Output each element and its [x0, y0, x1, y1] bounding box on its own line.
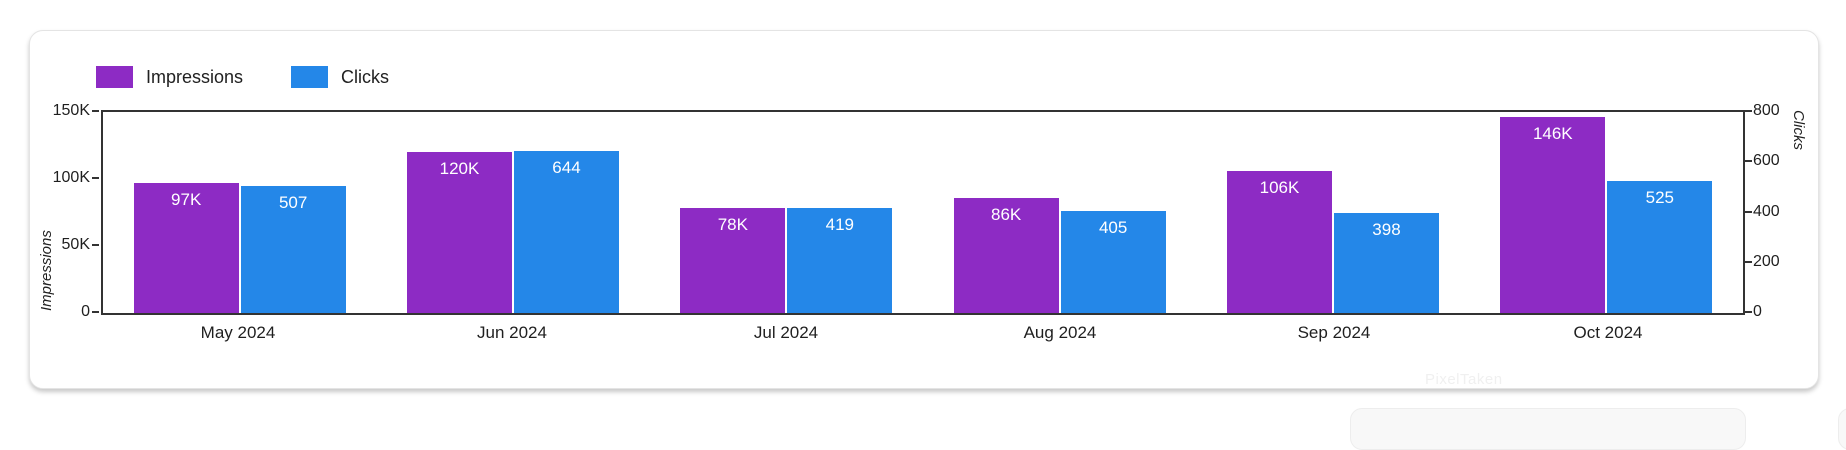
clicks-bar[interactable]: 525 — [1607, 181, 1713, 313]
next-row-card-partial — [1838, 408, 1846, 450]
bar-group: 106K 398 — [1196, 112, 1469, 313]
tick-mark — [92, 177, 99, 179]
bar-group: 120K 644 — [376, 112, 649, 313]
tick-label: 100K — [52, 169, 90, 186]
tick-label: 0 — [81, 303, 90, 320]
x-axis-label: May 2024 — [200, 323, 276, 342]
left-axis-tick-labels: 150K 100K 50K 0 — [30, 103, 90, 320]
bar-value-label: 78K — [717, 215, 748, 234]
tick-label: 200 — [1753, 252, 1780, 270]
impressions-bar[interactable]: 97K — [133, 183, 239, 313]
tick-mark — [92, 244, 99, 246]
bar-value-label: 644 — [552, 158, 581, 177]
tick-mark — [1745, 110, 1752, 112]
tick-label: 0 — [1753, 303, 1762, 320]
bar-groups: 97K 507 120K 644 78K 419 86K 405 106K 398 146K 525 — [103, 112, 1743, 313]
bar-value-label: 398 — [1372, 220, 1401, 239]
legend-item-impressions[interactable]: Impressions — [96, 66, 243, 88]
bar-value-label: 405 — [1098, 218, 1128, 237]
next-row-card-partial — [1350, 408, 1746, 450]
impressions-bar[interactable]: 146K — [1500, 117, 1606, 313]
bar-value-label: 525 — [1645, 188, 1674, 207]
bar-group: 78K 419 — [650, 112, 923, 313]
bar-group: 86K 405 — [923, 112, 1196, 313]
impressions-bar[interactable]: 120K — [406, 152, 512, 313]
right-axis-tick-labels: 800 600 400 200 0 — [1753, 103, 1813, 320]
x-axis-label: Oct 2024 — [1573, 323, 1643, 342]
bar-value-label: 419 — [825, 215, 854, 234]
chart-legend: Impressions Clicks — [96, 66, 389, 88]
tick-mark — [92, 311, 99, 313]
x-axis-label: Aug 2024 — [1023, 323, 1097, 342]
tick-mark — [1745, 311, 1752, 313]
legend-swatch — [96, 66, 133, 88]
tick-mark — [92, 110, 99, 112]
bar-value-label: 507 — [278, 193, 308, 212]
clicks-bar[interactable]: 644 — [513, 151, 619, 313]
legend-label: Impressions — [146, 66, 244, 87]
clicks-bar[interactable]: 419 — [787, 208, 893, 313]
x-axis-category-labels: May 2024 Jun 2024 Jul 2024 Aug 2024 Sep 2024… — [101, 323, 1745, 343]
impressions-bar[interactable]: 86K — [953, 198, 1059, 313]
tick-mark — [1745, 210, 1752, 213]
impressions-bar[interactable]: 106K — [1226, 171, 1332, 313]
tick-label: 400 — [1753, 202, 1780, 220]
tick-mark — [1745, 260, 1752, 263]
bar-value-label: 97K — [171, 190, 202, 209]
bar-group: 97K 507 — [103, 112, 376, 313]
legend-item-clicks[interactable]: Clicks — [291, 66, 389, 88]
plot-area: 97K 507 120K 644 78K 419 86K 405 106K 398 146K 525 — [101, 110, 1745, 315]
bar-value-label: 86K — [991, 205, 1022, 224]
chart-card: Impressions Clicks Impressions Clicks 150… — [29, 30, 1819, 389]
clicks-bar[interactable]: 398 — [1333, 213, 1439, 313]
legend-swatch — [291, 66, 329, 88]
tick-label: 150K — [52, 102, 90, 119]
tick-label: 600 — [1753, 152, 1780, 170]
right-axis-title: Clicks — [1790, 110, 1807, 150]
bar-group: 146K 525 — [1470, 112, 1743, 313]
clicks-bar[interactable]: 507 — [240, 186, 346, 313]
clicks-bar[interactable]: 405 — [1060, 211, 1166, 313]
bar-value-label: 146K — [1532, 124, 1573, 143]
x-axis-label: Sep 2024 — [1297, 323, 1371, 342]
bar-value-label: 120K — [439, 159, 480, 178]
tick-label: 800 — [1753, 102, 1780, 119]
legend-label: Clicks — [341, 66, 390, 87]
watermark-text: PixelTaken — [1425, 371, 1503, 388]
tick-label: 50K — [61, 236, 90, 253]
x-axis-label: Jun 2024 — [477, 323, 547, 342]
tick-mark — [1745, 160, 1752, 163]
impressions-bar[interactable]: 78K — [680, 208, 786, 313]
bar-value-label: 106K — [1259, 178, 1300, 197]
x-axis-label: Jul 2024 — [753, 323, 819, 342]
